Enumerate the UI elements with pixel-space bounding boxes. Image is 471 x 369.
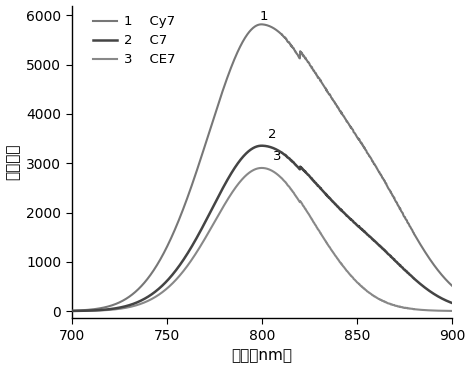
Legend: 1    Cy7, 2    C7, 3    CE7: 1 Cy7, 2 C7, 3 CE7 [93, 15, 175, 66]
Text: 1: 1 [260, 10, 268, 23]
X-axis label: 波长（nm）: 波长（nm） [231, 348, 292, 363]
Text: 3: 3 [273, 150, 282, 163]
Text: 2: 2 [268, 128, 276, 141]
Y-axis label: 荧光强度: 荧光强度 [6, 144, 21, 180]
